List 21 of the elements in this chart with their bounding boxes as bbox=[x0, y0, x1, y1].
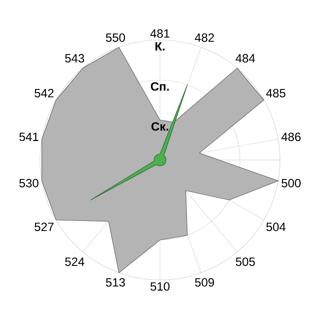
spoke-label: 524 bbox=[65, 257, 84, 266]
spoke-label: 527 bbox=[34, 222, 54, 232]
spoke-label: 482 bbox=[194, 33, 214, 42]
spoke-label: 550 bbox=[106, 33, 125, 42]
spoke-label: 486 bbox=[281, 132, 301, 142]
y-tick-label: К. bbox=[155, 42, 165, 50]
spoke-label: 484 bbox=[236, 54, 256, 63]
spoke-label: 481 bbox=[150, 29, 170, 38]
spoke-label: 510 bbox=[150, 282, 170, 291]
spoke-label: 509 bbox=[195, 278, 214, 287]
spoke-label: 504 bbox=[266, 222, 286, 232]
spoke-label: 542 bbox=[34, 88, 54, 98]
y-tick-label: Ск. bbox=[151, 122, 168, 131]
spoke-label: 543 bbox=[65, 54, 84, 63]
spoke-label: 513 bbox=[106, 278, 125, 287]
spoke-label: 485 bbox=[266, 88, 286, 98]
spoke-label: 541 bbox=[19, 132, 38, 142]
spoke-label: 500 bbox=[282, 178, 301, 188]
y-tick-label: Сп. bbox=[150, 82, 169, 91]
spoke-label: 530 bbox=[19, 178, 38, 188]
spoke-label: 505 bbox=[236, 257, 255, 266]
